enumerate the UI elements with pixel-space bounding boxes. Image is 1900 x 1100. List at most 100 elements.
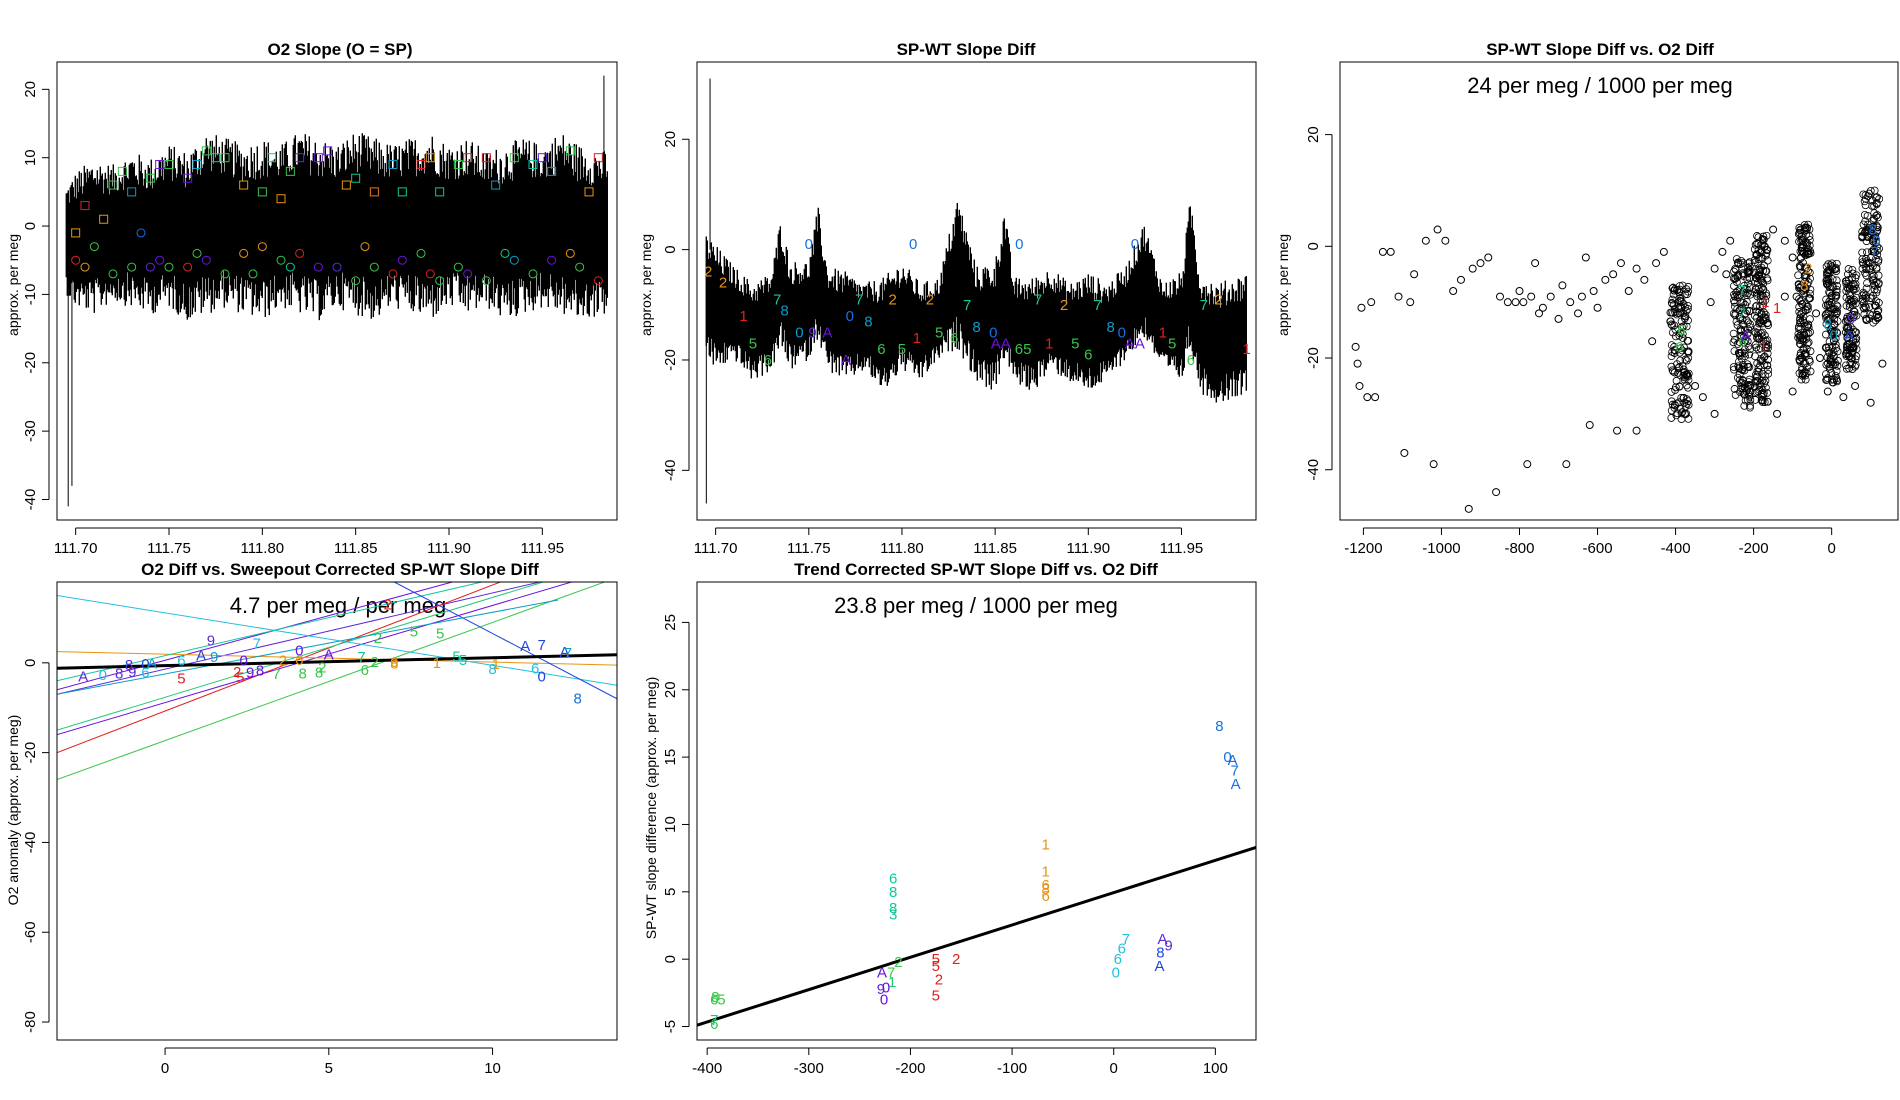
scatter-point (1812, 309, 1821, 318)
point-label: A (78, 668, 88, 685)
point-label: 8 (1041, 881, 1049, 898)
point-label: 5 (236, 670, 244, 687)
cluster-point (1847, 354, 1856, 362)
cluster-point (1824, 281, 1832, 290)
square-marker (117, 166, 127, 176)
cluster-point (1862, 294, 1870, 303)
y-tick-label: 20 (1305, 126, 1322, 143)
y-tick-label: 15 (662, 749, 679, 766)
y-tick-label: 0 (22, 659, 39, 667)
cluster-point (1870, 285, 1879, 294)
cluster-point (1794, 333, 1803, 342)
scatter-point (1449, 287, 1458, 295)
y-tick-label: -20 (1305, 347, 1322, 369)
cluster-point (1795, 339, 1804, 348)
cluster-point (1873, 314, 1882, 323)
square-marker (397, 187, 407, 197)
point-label: 1 (1761, 294, 1769, 311)
cluster-point (1848, 301, 1857, 310)
scatter-point (1769, 225, 1778, 234)
cluster-point (1826, 261, 1835, 270)
cluster-point (1822, 279, 1831, 288)
cluster-point (1732, 278, 1741, 286)
y-tick-label: -80 (22, 1011, 39, 1033)
cluster-point (1873, 250, 1882, 259)
cluster-point (1848, 330, 1857, 338)
cluster-point (1848, 265, 1857, 274)
scatter-point (1726, 236, 1735, 245)
cluster-point (1763, 319, 1772, 328)
cluster-point (1667, 298, 1676, 307)
cluster-point (1804, 278, 1813, 286)
cluster-point (1680, 373, 1689, 382)
cluster-point (1670, 342, 1679, 351)
point-label: 2 (952, 951, 960, 968)
scatter-point (1531, 259, 1540, 268)
cluster-point (1677, 308, 1686, 317)
point-label: 1 (1243, 341, 1251, 358)
cluster-point (1669, 367, 1678, 376)
y-tick-label: -40 (662, 459, 679, 481)
cluster-point (1800, 226, 1809, 235)
point-label: 9 (1847, 311, 1855, 328)
point-label: 6 (1677, 322, 1685, 339)
scatter-point (1421, 236, 1430, 245)
cluster-point (1675, 288, 1684, 297)
point-label: 0 (141, 656, 149, 673)
cluster-point (1848, 273, 1857, 282)
circle-marker (164, 262, 174, 272)
y-tick-label: -60 (22, 921, 39, 943)
cluster-point (1798, 235, 1806, 244)
scatter-point (1648, 337, 1657, 346)
cluster-point (1827, 327, 1836, 336)
point-label: 7 (272, 666, 280, 683)
point-label: A (1154, 958, 1164, 975)
scatter-point (1378, 247, 1387, 256)
scatter-point (1577, 292, 1586, 301)
point-label: 0 (99, 667, 107, 684)
cluster-point (1744, 279, 1753, 288)
scatter-point (1371, 393, 1380, 402)
scatter-point (1554, 314, 1563, 323)
scatter-point (1585, 421, 1594, 430)
scatter-point (1718, 247, 1727, 256)
cluster-point (1669, 301, 1678, 309)
cluster-point (1754, 345, 1763, 354)
circle-marker (547, 255, 557, 265)
point-label: 8 (1215, 718, 1223, 735)
point-label: 6 (390, 654, 398, 671)
cluster-point (1744, 263, 1752, 272)
cluster-point (1760, 261, 1768, 270)
circle-marker (285, 262, 295, 272)
cluster-point (1832, 259, 1841, 268)
point-label: 7 (1093, 297, 1101, 314)
point-label: 7 (1200, 297, 1208, 314)
cluster-point (1868, 273, 1877, 281)
point-label: 1 (739, 308, 747, 325)
cluster-point (1737, 379, 1745, 388)
point-label: 8 (315, 664, 323, 681)
cluster-point (1731, 391, 1740, 399)
circle-marker (388, 269, 398, 279)
cluster-point (1739, 362, 1748, 371)
cluster-point (1751, 340, 1760, 349)
cluster-point (1828, 358, 1836, 367)
cluster-point (1849, 344, 1858, 353)
square-marker (80, 201, 90, 211)
cluster-point (1738, 304, 1747, 313)
scatter-point (1351, 342, 1360, 351)
cluster-point (1735, 352, 1744, 360)
square-marker (481, 153, 491, 163)
scatter-point (1839, 393, 1848, 402)
cluster-point (1865, 314, 1874, 323)
cluster-point (1848, 282, 1857, 291)
cluster-point (1832, 344, 1841, 352)
scatter-point (1710, 264, 1719, 273)
circle-marker (351, 276, 361, 286)
cluster-point (1862, 255, 1870, 263)
cluster-point (1865, 189, 1873, 198)
x-tick-label: 111.70 (54, 540, 98, 557)
cluster-point (1833, 376, 1841, 385)
point-label: 3 (889, 907, 897, 924)
point-label: 7 (773, 291, 781, 308)
